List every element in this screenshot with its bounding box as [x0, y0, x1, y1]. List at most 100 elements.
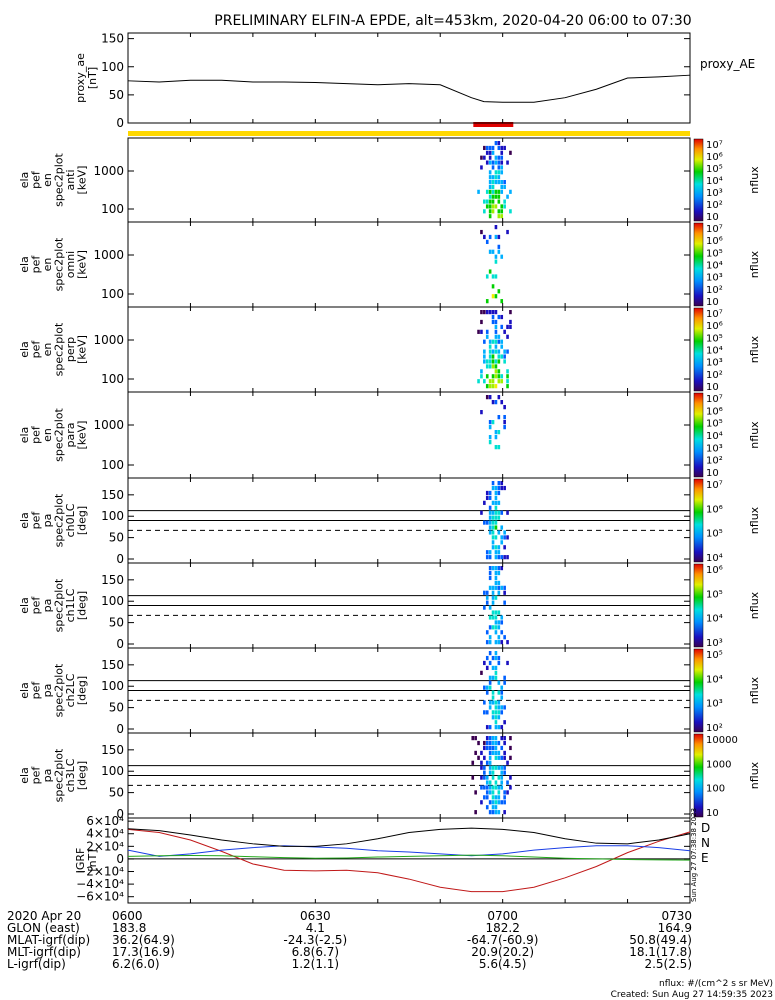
- spectrogram-cell: [488, 680, 492, 685]
- spectrogram-cell: [500, 566, 504, 571]
- ytick-label: 100: [101, 202, 124, 216]
- spectrogram-cell: [485, 550, 489, 555]
- colorbar-tick: 10⁵: [706, 248, 723, 259]
- spectrogram-cell: [491, 294, 495, 299]
- spectrogram-cell: [494, 625, 498, 630]
- colorbar-tick: 10: [706, 212, 719, 223]
- colorbar-tick: 10⁷: [706, 309, 723, 320]
- spectrogram-cell: [497, 620, 501, 625]
- spectrogram-cell: [494, 180, 498, 185]
- spectrogram-cell: [494, 755, 498, 760]
- spectrogram-cell: [488, 175, 492, 180]
- colorbar-label: nflux: [748, 421, 761, 449]
- spectrogram-cell: [491, 175, 495, 180]
- ylabel-line: [deg]: [76, 591, 89, 620]
- spectrogram-cell: [488, 150, 492, 155]
- spectrogram-cell: [491, 500, 495, 505]
- ylabel-line: perp: [64, 337, 77, 362]
- spectrogram-cell: [483, 500, 486, 505]
- spectrogram-cell: [494, 705, 498, 710]
- spectrogram-cell: [488, 770, 492, 775]
- ytick-label: 0: [116, 116, 124, 130]
- spectrogram-cell: [494, 374, 498, 379]
- colorbar: [693, 307, 704, 392]
- ylabel-line: pa: [41, 514, 54, 528]
- spectrogram-cell: [488, 249, 492, 254]
- spectrogram-cell: [500, 780, 504, 785]
- spectrogram-cell: [488, 790, 492, 795]
- spectrogram-cell: [488, 420, 492, 425]
- colorbar-tick: 10⁴: [706, 674, 723, 685]
- panel-frame: [127, 817, 691, 904]
- ylabel-line: [deg]: [76, 506, 89, 535]
- spectrogram-cell: [485, 725, 489, 730]
- spectrogram-cell: [494, 505, 498, 510]
- spectrogram-cell: [491, 481, 495, 486]
- spectrogram-cell: [485, 630, 489, 635]
- spectrogram-cell: [503, 359, 506, 364]
- spectrogram-cell: [497, 610, 501, 615]
- spectrogram-cell: [485, 690, 489, 695]
- spectrogram-cell: [503, 675, 506, 680]
- spectrogram-cell: [485, 189, 489, 194]
- ephem-value: 0700: [487, 909, 518, 923]
- spectrogram-cell: [494, 720, 498, 725]
- spectrogram-cell: [494, 400, 498, 405]
- spectrogram-cell: [491, 510, 495, 515]
- ylabel-line: IGRF: [74, 848, 87, 874]
- spectrogram-cell: [488, 155, 492, 160]
- ylabel-line: spec2plot: [53, 322, 66, 376]
- spectrogram-cell: [480, 765, 483, 770]
- spectrogram-cell: [509, 150, 512, 155]
- spectrogram-cell: [506, 374, 509, 379]
- spectrogram-cell: [494, 620, 498, 625]
- spectrogram-cell: [474, 790, 477, 795]
- spectrogram-cell: [494, 485, 498, 491]
- spectrogram-cell: [488, 339, 492, 344]
- spectrogram-cell: [491, 590, 495, 595]
- spectrogram-cell: [491, 204, 495, 209]
- spectrogram-cell: [485, 600, 489, 605]
- spectrogram-cell: [494, 651, 498, 656]
- spectrogram-cell: [483, 775, 486, 780]
- spectrogram-cell: [497, 680, 501, 685]
- spectrogram-cell: [503, 800, 506, 805]
- colorbar: [693, 478, 704, 563]
- igrf-legend-D: D: [701, 821, 710, 835]
- spectrogram-cell: [480, 800, 483, 805]
- spectrogram-cell: [483, 354, 486, 359]
- ytick-label: 2×10⁴: [86, 839, 124, 853]
- ephem-value: 0600: [112, 909, 143, 923]
- spectrogram-cell: [483, 590, 486, 595]
- spectrogram-cell: [491, 364, 495, 369]
- spectrogram-cell: [500, 254, 504, 259]
- ylabel-line: pef: [30, 255, 43, 274]
- spectrogram-cell: [488, 425, 492, 430]
- spectrogram-cell: [491, 710, 495, 715]
- spectrogram-cell: [491, 625, 495, 630]
- spectrogram-cell: [497, 515, 501, 520]
- spectrogram-cell: [500, 615, 504, 620]
- spectrogram-cell: [488, 605, 492, 610]
- spectrogram-cell: [497, 199, 501, 204]
- colorbar-tick: 10⁴: [706, 176, 723, 187]
- ephemeris-table: 2020 Apr 20 0600 0630 0700 0730 GLON (east) 18…: [7, 909, 692, 971]
- ephem-row-label: MLAT-igrf(dip): [7, 933, 90, 947]
- ytick-label: 100: [101, 60, 124, 74]
- spectrogram-cell: [500, 481, 504, 486]
- panel-en_spec2plot_omni: elapefenspec2plotomni[keV]10010001010²10…: [18, 221, 761, 308]
- spectrogram-cell: [488, 379, 492, 384]
- spectrogram-cell: [480, 760, 483, 765]
- spectrogram-cell: [503, 585, 506, 590]
- spectrogram-cell: [497, 790, 501, 795]
- spectrogram-cell: [491, 354, 495, 359]
- spectrogram-cell: [497, 430, 501, 435]
- spectrogram-cells: [480, 651, 509, 730]
- spectrogram-cell: [488, 700, 492, 705]
- spectrogram-cell: [497, 349, 501, 354]
- spectrogram-cell: [497, 234, 501, 240]
- spectrogram-cell: [488, 440, 492, 445]
- spectrogram-cell: [491, 199, 495, 204]
- spectrogram-cell: [503, 199, 506, 204]
